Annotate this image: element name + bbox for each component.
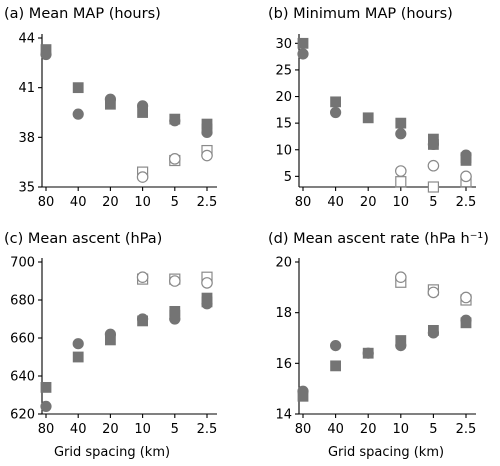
data-point-filled-circle	[427, 327, 439, 339]
x-tick-label: 5	[429, 195, 437, 210]
y-tick-label: 20	[275, 90, 292, 105]
x-tick-label: 10	[134, 422, 151, 437]
y-tick-label: 660	[10, 332, 35, 347]
chart-title: (b) Minimum MAP (hours)	[268, 6, 453, 22]
data-point-filled-circle	[40, 48, 52, 61]
x-tick-label: 2.5	[456, 422, 477, 437]
chart-panel-4: (d) Mean ascent rate (hPa h⁻¹) 14 16 18 20 80…	[268, 231, 489, 460]
data-point-filled-square	[395, 117, 407, 129]
y-tick-label: 18	[275, 306, 292, 321]
data-point-filled-circle	[40, 400, 52, 412]
y-tick-label: 30	[275, 37, 292, 52]
data-point-filled-circle	[169, 115, 181, 127]
x-tick-label: 10	[393, 422, 410, 437]
data-point-open-circle	[460, 170, 472, 183]
data-point-filled-circle	[329, 339, 342, 352]
y-tick-label: 14	[275, 408, 292, 423]
chart-title: (c) Mean ascent (hPa)	[4, 231, 162, 247]
data-point-open-circle	[394, 165, 407, 177]
y-tick-label: 41	[18, 81, 35, 96]
chart-title: (a) Mean MAP (hours)	[4, 6, 161, 22]
data-point-filled-square	[40, 381, 52, 393]
chart-title: (d) Mean ascent rate (hPa h⁻¹)	[268, 231, 489, 247]
x-tick-label: 40	[70, 195, 87, 210]
y-tick-label: 44	[18, 32, 35, 47]
x-tick-label: 80	[295, 195, 312, 210]
chart-panel-3: (c) Mean ascent (hPa) 620 640 660 680 700 80 40…	[4, 231, 217, 460]
data-point-open-circle	[201, 277, 213, 289]
x-tick-label: 5	[171, 422, 179, 437]
data-point-open-circle	[136, 171, 149, 183]
x-tick-label: 20	[360, 195, 377, 210]
data-point-filled-circle	[72, 338, 84, 350]
data-point-filled-circle	[297, 48, 309, 60]
y-tick-label: 700	[10, 256, 35, 271]
data-point-filled-square	[72, 351, 84, 363]
x-tick-label: 5	[171, 195, 179, 210]
data-point-filled-circle	[201, 298, 213, 310]
chart-panel-1: (a) Mean MAP (hours) 35 38 41 44 80 40 20 10 5 2.5	[4, 6, 217, 210]
data-point-filled-circle	[427, 138, 439, 151]
y-tick-label: 16	[275, 357, 292, 372]
data-point-filled-circle	[137, 313, 149, 325]
x-tick-label: 10	[393, 195, 410, 210]
data-point-filled-circle	[329, 106, 342, 119]
x-tick-label: 20	[102, 422, 119, 437]
x-tick-label: 40	[327, 422, 344, 437]
x-axis-label: Grid spacing (km)	[328, 445, 444, 460]
data-point-filled-square	[297, 37, 309, 49]
y-tick-label: 35	[18, 181, 35, 196]
data-point-open-circle	[394, 271, 407, 283]
x-tick-label: 80	[38, 422, 55, 437]
data-point-filled-circle	[395, 339, 407, 352]
data-point-open-circle	[169, 153, 181, 165]
x-tick-label: 10	[134, 195, 151, 210]
y-tick-label: 25	[275, 63, 292, 78]
data-point-open-square	[427, 181, 439, 193]
x-tick-label: 40	[70, 422, 87, 437]
data-point-filled-square	[362, 112, 374, 124]
y-tick-label: 20	[275, 256, 292, 271]
x-tick-label: 2.5	[197, 422, 218, 437]
data-point-filled-square	[72, 82, 84, 94]
data-point-filled-square	[330, 360, 342, 372]
data-point-filled-circle	[297, 385, 309, 397]
y-tick-label: 620	[10, 408, 35, 423]
y-tick-label: 10	[275, 143, 292, 158]
data-point-filled-circle	[72, 108, 84, 120]
data-point-filled-circle	[460, 314, 472, 326]
x-axis-label: Grid spacing (km)	[54, 445, 170, 460]
data-point-filled-circle	[169, 313, 181, 325]
data-point-open-circle	[460, 291, 472, 304]
x-tick-label: 20	[360, 422, 377, 437]
data-point-filled-circle	[104, 328, 117, 340]
data-point-filled-circle	[395, 128, 407, 140]
x-tick-label: 80	[295, 422, 312, 437]
y-tick-label: 680	[10, 294, 35, 309]
data-point-filled-circle	[201, 126, 213, 138]
x-tick-label: 2.5	[456, 195, 477, 210]
data-point-filled-circle	[362, 347, 374, 359]
data-point-open-circle	[427, 159, 440, 172]
x-tick-label: 80	[38, 195, 55, 210]
data-point-filled-circle	[137, 100, 149, 112]
chart-panel-2: (b) Minimum MAP (hours) 5 10 15 20 25 30 80 40 20…	[268, 6, 476, 210]
data-point-filled-circle	[460, 149, 472, 161]
x-tick-label: 2.5	[197, 195, 218, 210]
data-point-open-circle	[136, 271, 149, 283]
y-tick-label: 15	[275, 117, 292, 132]
x-tick-label: 40	[327, 195, 344, 210]
y-tick-label: 640	[10, 370, 35, 385]
data-point-open-square	[395, 176, 407, 188]
data-point-open-circle	[169, 275, 181, 287]
y-tick-label: 5	[284, 170, 292, 185]
data-point-open-circle	[427, 286, 440, 299]
x-tick-label: 5	[429, 422, 437, 437]
x-tick-label: 20	[102, 195, 119, 210]
data-point-filled-square	[330, 96, 342, 108]
data-point-filled-circle	[104, 93, 117, 105]
y-tick-label: 38	[18, 131, 35, 146]
data-point-open-circle	[201, 149, 213, 162]
